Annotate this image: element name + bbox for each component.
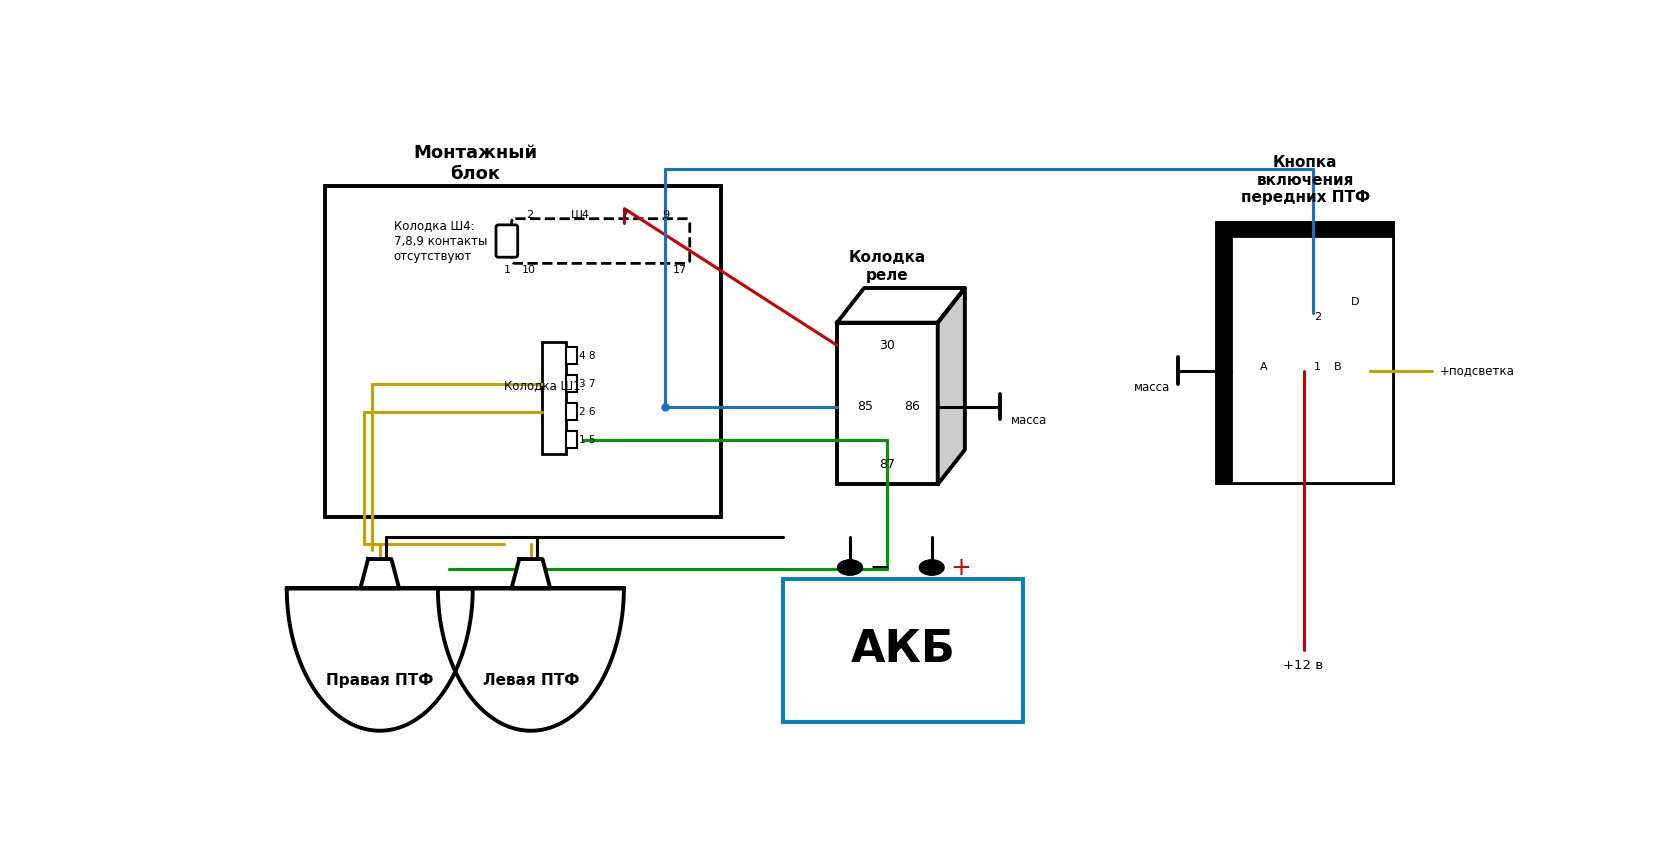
Text: +подсветка: +подсветка — [1439, 364, 1514, 377]
Text: +: + — [950, 556, 970, 581]
Text: 3 7: 3 7 — [579, 378, 596, 389]
Bar — [542, 342, 565, 453]
Bar — [783, 579, 1022, 722]
Text: B: B — [1333, 362, 1340, 372]
Bar — [836, 322, 937, 484]
Text: 2: 2 — [1313, 312, 1320, 322]
Text: масса: масса — [1133, 381, 1169, 394]
Text: 10: 10 — [522, 265, 535, 275]
Bar — [325, 187, 721, 518]
Text: масса: масса — [1010, 415, 1047, 427]
Text: 1 5: 1 5 — [579, 434, 596, 445]
Text: 4 8: 4 8 — [579, 351, 596, 361]
Text: D: D — [1350, 297, 1358, 307]
FancyBboxPatch shape — [512, 218, 689, 263]
Text: 9: 9 — [661, 210, 669, 220]
Text: 1: 1 — [1313, 362, 1320, 372]
Ellipse shape — [918, 560, 944, 575]
Text: Колодка Ш1:: Колодка Ш1: — [504, 379, 584, 392]
Text: 2 6: 2 6 — [579, 407, 596, 417]
Text: 85: 85 — [857, 400, 873, 414]
Text: АКБ: АКБ — [850, 629, 955, 672]
Text: 7: 7 — [621, 210, 627, 220]
Text: +12 в: +12 в — [1283, 659, 1323, 672]
Polygon shape — [286, 588, 472, 731]
Polygon shape — [836, 288, 964, 322]
FancyBboxPatch shape — [495, 224, 517, 257]
Bar — [565, 375, 576, 392]
Polygon shape — [360, 559, 398, 588]
Bar — [1230, 237, 1392, 482]
Text: Кнопка
включения
передних ПТФ: Кнопка включения передних ПТФ — [1240, 156, 1369, 205]
Text: Ш4: Ш4 — [570, 210, 589, 220]
Text: Колодка
реле: Колодка реле — [848, 250, 925, 283]
Text: 1: 1 — [504, 265, 510, 275]
Bar — [565, 403, 576, 421]
Text: Левая ПТФ: Левая ПТФ — [482, 673, 579, 688]
Text: 17: 17 — [673, 265, 686, 275]
Polygon shape — [438, 588, 624, 731]
Text: 87: 87 — [878, 458, 895, 471]
Bar — [1216, 223, 1392, 482]
Text: A: A — [1258, 362, 1266, 372]
Text: 86: 86 — [903, 400, 920, 414]
Ellipse shape — [836, 560, 862, 575]
Polygon shape — [512, 559, 550, 588]
Bar — [565, 431, 576, 448]
Text: 2: 2 — [525, 210, 532, 220]
Text: −: − — [868, 556, 890, 581]
Text: 30: 30 — [878, 339, 895, 352]
Text: Правая ПТФ: Правая ПТФ — [326, 673, 433, 688]
Bar — [565, 347, 576, 365]
Text: Колодка Ш4:
7,8,9 контакты
отсутствуют: Колодка Ш4: 7,8,9 контакты отсутствуют — [393, 219, 487, 262]
Text: Монтажный
блок: Монтажный блок — [413, 144, 537, 182]
Polygon shape — [937, 288, 964, 484]
